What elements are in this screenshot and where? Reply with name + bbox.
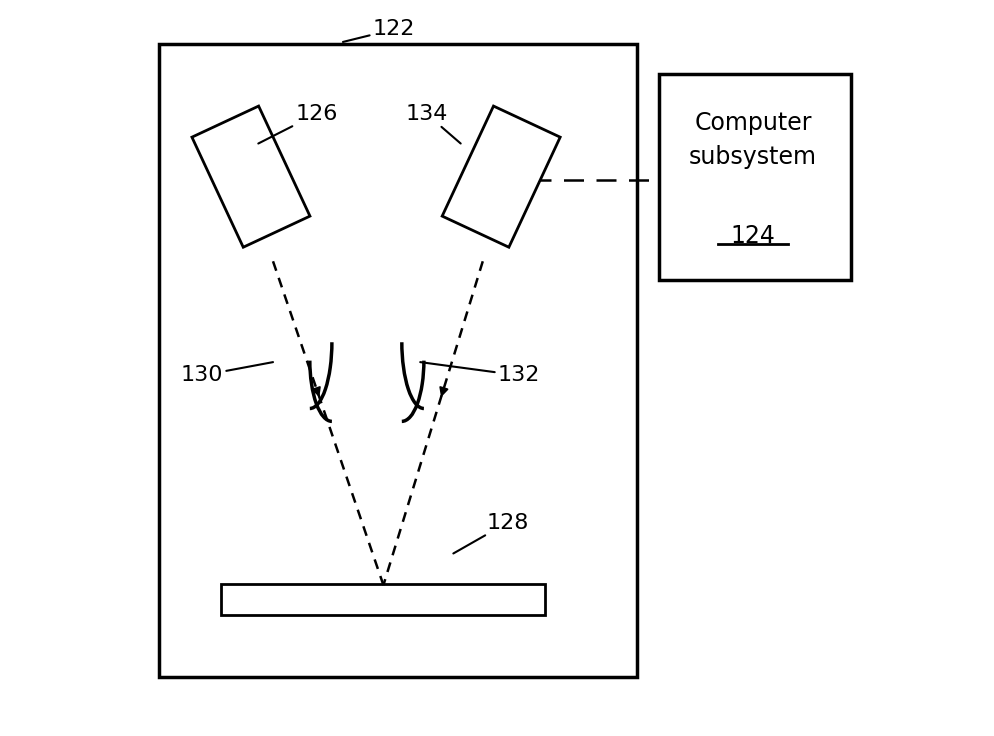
Polygon shape <box>441 106 560 247</box>
Text: Computer
subsystem: Computer subsystem <box>688 111 816 169</box>
Text: 130: 130 <box>181 362 272 386</box>
Text: 134: 134 <box>406 104 460 144</box>
Text: 122: 122 <box>343 19 414 42</box>
Bar <box>659 74 850 280</box>
Text: 126: 126 <box>258 104 337 144</box>
Text: 128: 128 <box>453 512 528 553</box>
Polygon shape <box>192 106 310 247</box>
Bar <box>159 44 637 677</box>
Text: 124: 124 <box>730 224 774 247</box>
Text: 132: 132 <box>419 362 540 386</box>
Bar <box>222 584 545 615</box>
